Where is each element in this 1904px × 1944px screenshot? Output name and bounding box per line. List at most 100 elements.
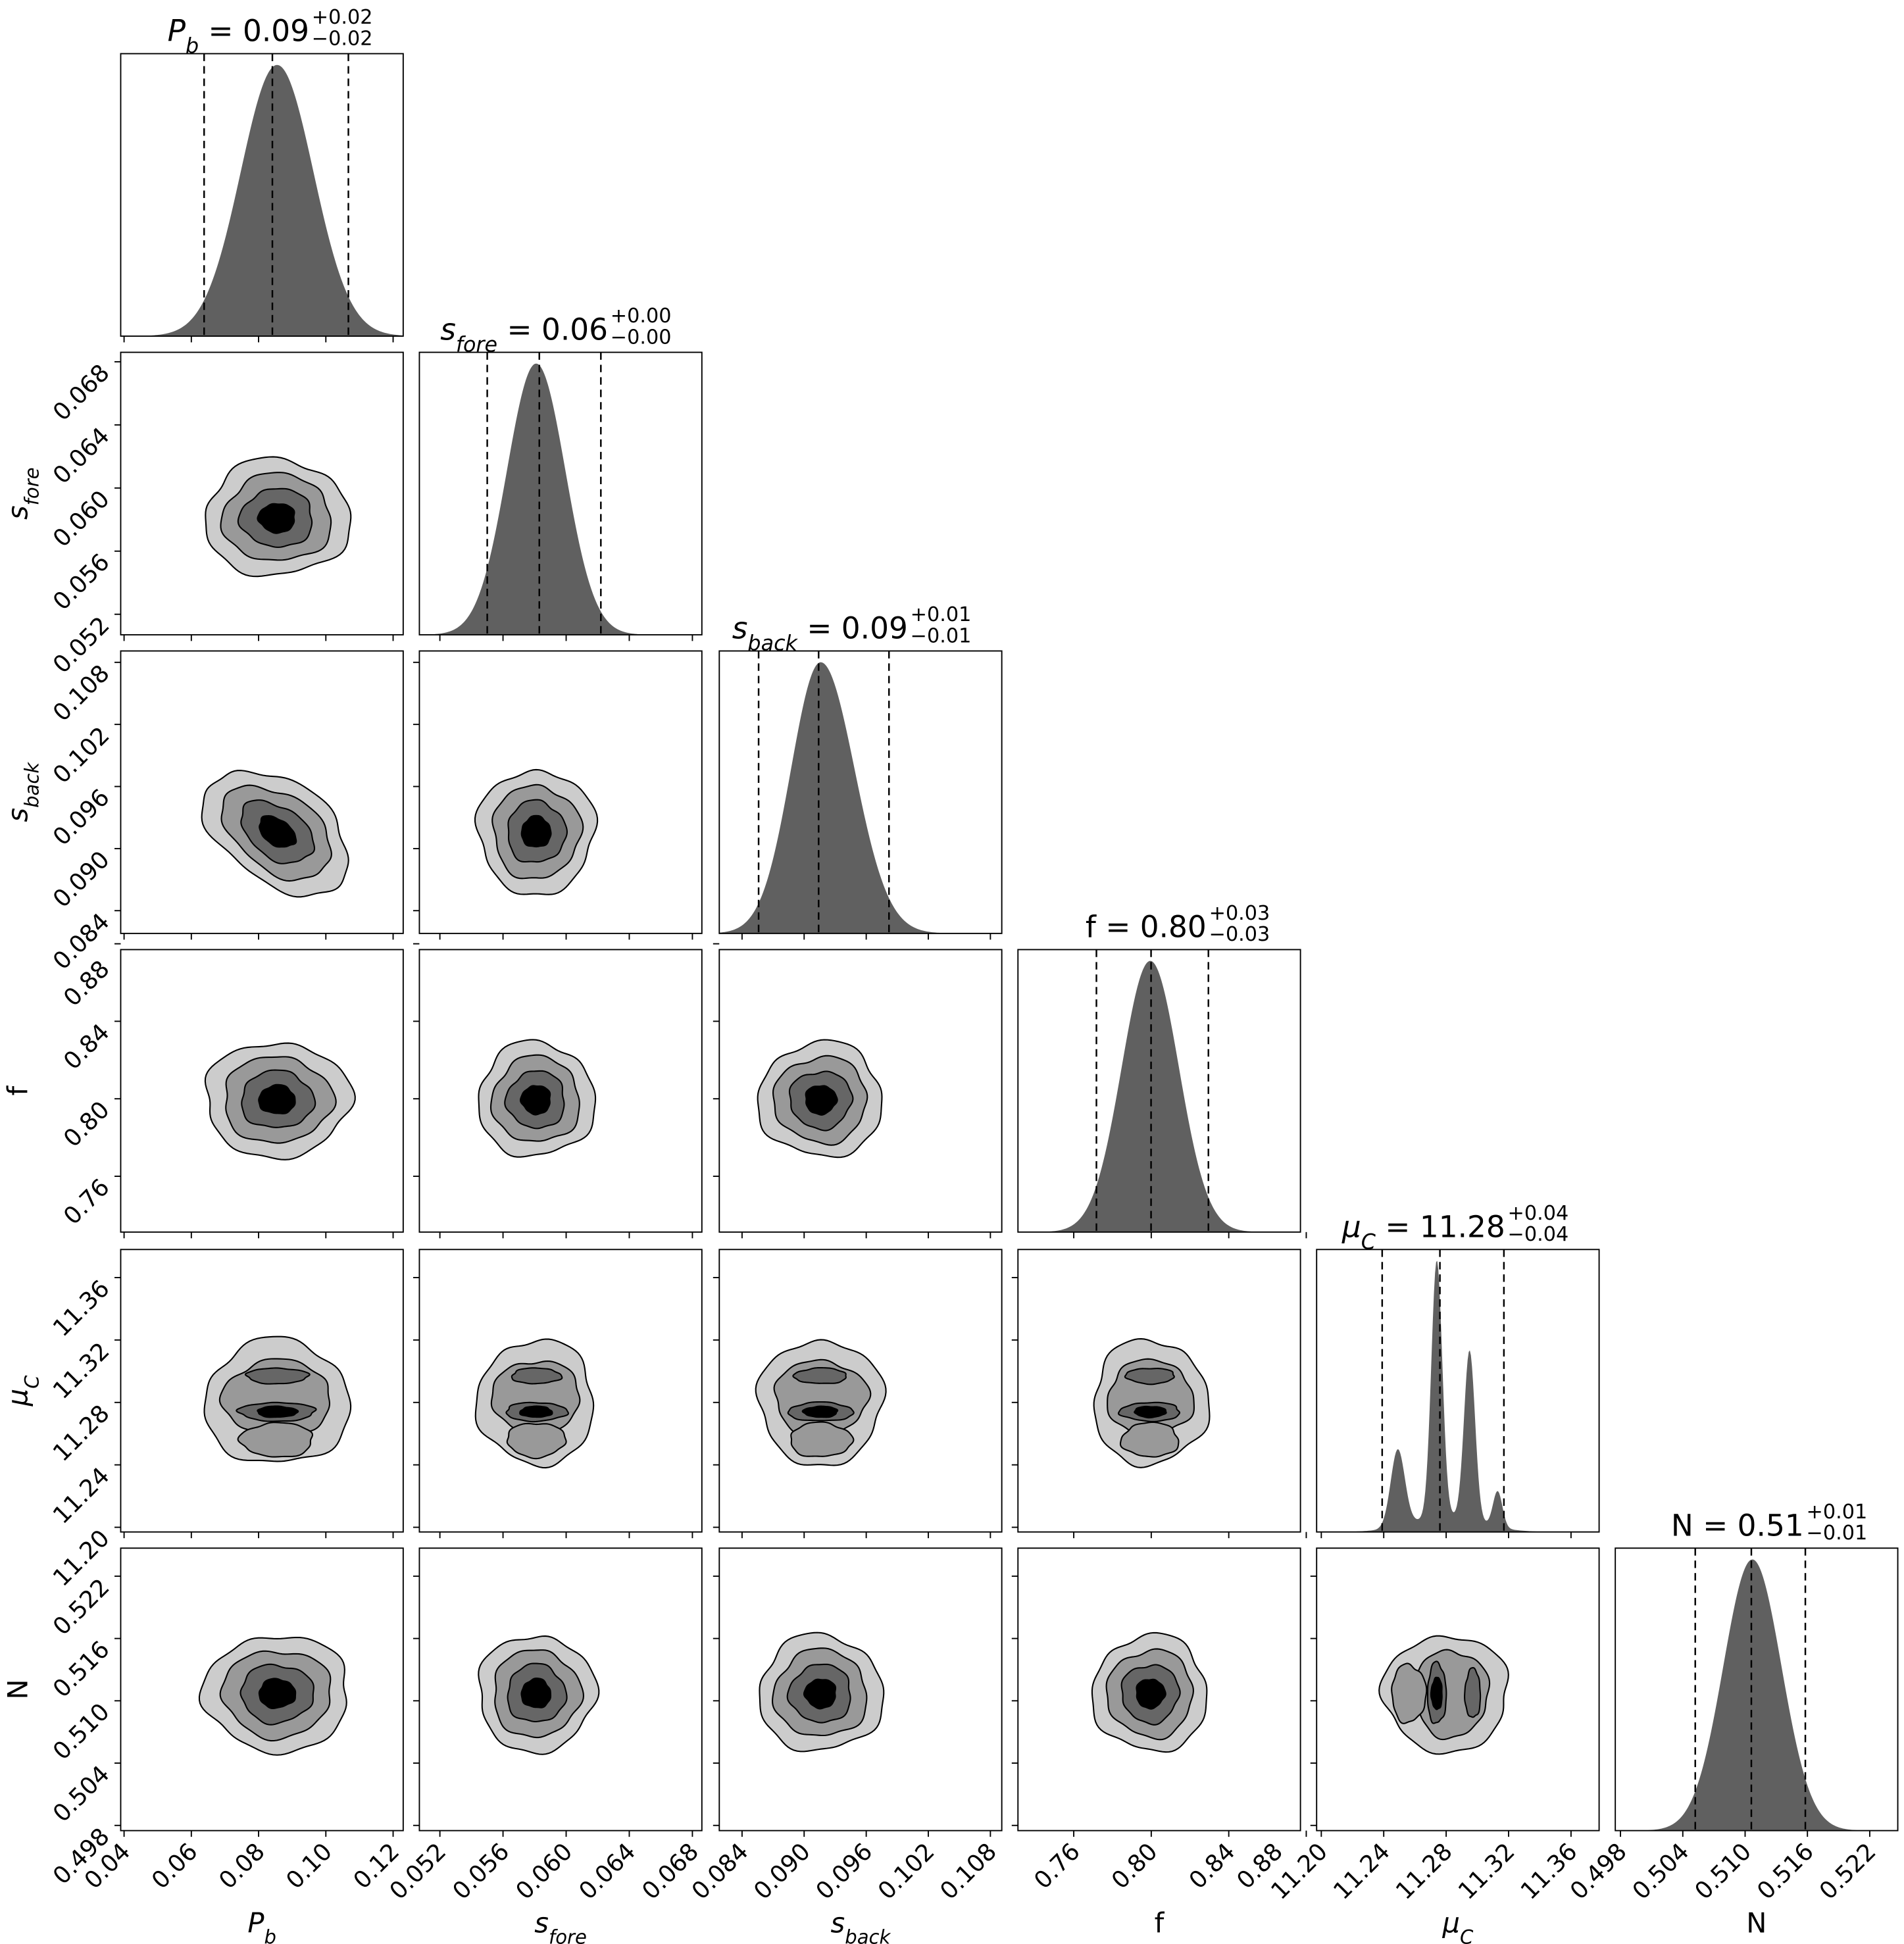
label-main: P bbox=[168, 14, 186, 49]
contour-panel-s_fore-vs-N bbox=[413, 1547, 703, 1837]
y-tick-label: 0.102 bbox=[48, 722, 115, 789]
histogram-panel-N: N = 0.51 +0.01−0.01 bbox=[1615, 1501, 1899, 1837]
axes-frame bbox=[418, 1249, 703, 1533]
axes-frame bbox=[718, 1249, 1003, 1533]
y-tick-label: 0.504 bbox=[48, 1760, 115, 1828]
x-tick-label: 0.522 bbox=[1815, 1838, 1882, 1905]
contour-panel-P_b-vs-f bbox=[114, 943, 404, 1239]
title-mu_C: μC = 11.28 +0.04−0.04 bbox=[1341, 1202, 1568, 1254]
label-main: μ bbox=[2, 1389, 34, 1407]
x-tick-label: 0.80 bbox=[1107, 1838, 1163, 1895]
histogram-area bbox=[1316, 1260, 1599, 1532]
x-axis-label-f: f bbox=[1155, 1907, 1165, 1939]
y-tick-label: 0.516 bbox=[48, 1636, 115, 1703]
x-tick-label: 0.096 bbox=[811, 1838, 878, 1905]
contour-level-1 bbox=[237, 1422, 314, 1458]
axes-frame bbox=[718, 650, 1003, 934]
y-axis-label-mu_C: μC bbox=[2, 1375, 43, 1407]
x-tick-label: 11.24 bbox=[1328, 1838, 1395, 1905]
label-sub: C bbox=[1460, 1926, 1474, 1944]
contour-level-3 bbox=[519, 1405, 553, 1418]
label-sub: back bbox=[845, 1926, 891, 1944]
title-minus: −0.01 bbox=[1807, 1522, 1868, 1545]
x-axis-label-N: N bbox=[1746, 1907, 1766, 1939]
label-main: μ bbox=[1341, 1209, 1361, 1244]
title-plus: +0.03 bbox=[1209, 902, 1270, 925]
contour-level-1 bbox=[1391, 1662, 1428, 1724]
axes-frame bbox=[1017, 1547, 1301, 1832]
y-axis-label-s_back: sback bbox=[2, 762, 43, 822]
label-main: f bbox=[1086, 910, 1097, 945]
histogram-area bbox=[419, 363, 702, 635]
y-tick-label: 11.32 bbox=[48, 1337, 115, 1405]
contour-panel-s_back-vs-f bbox=[713, 943, 1003, 1239]
x-tick-label: 0.060 bbox=[511, 1838, 578, 1905]
y-tick-label: 0.090 bbox=[48, 846, 115, 913]
axes-frame bbox=[120, 1249, 404, 1533]
axes-frame bbox=[1615, 1547, 1899, 1832]
label-main: s bbox=[732, 611, 748, 646]
contour-panel-P_b-vs-s_fore bbox=[114, 351, 404, 641]
label-sub: fore bbox=[456, 334, 497, 357]
title-plus: +0.01 bbox=[1807, 1501, 1868, 1524]
svg-text:N = 0.51: N = 0.51 bbox=[1671, 1508, 1804, 1543]
label-sub: fore bbox=[549, 1926, 587, 1944]
contour-level-1 bbox=[790, 1421, 855, 1457]
contour-panel-s_fore-vs-s_back bbox=[413, 650, 703, 940]
label-main: f bbox=[2, 1085, 34, 1095]
x-tick-label: 0.516 bbox=[1752, 1838, 1819, 1905]
contour-panel-P_b-vs-s_back bbox=[114, 650, 404, 940]
x-tick-label: 0.068 bbox=[637, 1838, 704, 1905]
label-main: s bbox=[831, 1907, 845, 1939]
label-sub: C bbox=[1361, 1230, 1376, 1254]
x-tick-label: 0.504 bbox=[1628, 1838, 1695, 1905]
x-tick-label: 0.084 bbox=[687, 1838, 754, 1905]
contour-level-3 bbox=[258, 1678, 297, 1710]
axes-frame bbox=[1316, 1547, 1600, 1832]
title-value: = 0.09 bbox=[199, 14, 309, 49]
contour-level-2 bbox=[792, 1366, 847, 1384]
histogram-panel-P_b: Pb = 0.09 +0.02−0.02 bbox=[120, 6, 404, 343]
y-axis-label-f: f bbox=[2, 1085, 34, 1095]
contour-panel-s_fore-vs-mu_C bbox=[413, 1249, 703, 1539]
histogram-panel-s_back: sback = 0.09 +0.01−0.01 bbox=[718, 603, 1003, 940]
y-tick-label: 11.20 bbox=[48, 1525, 115, 1592]
contour-level-3 bbox=[801, 1405, 839, 1418]
y-tick-label: 0.80 bbox=[59, 1097, 115, 1153]
contour-level-1 bbox=[1119, 1421, 1180, 1458]
contour-panel-s_fore-vs-f bbox=[413, 943, 703, 1239]
svg-text:μC = 11.28: μC = 11.28 bbox=[1341, 1209, 1505, 1254]
contour-level-2 bbox=[511, 1367, 563, 1385]
y-tick-label: 0.522 bbox=[48, 1574, 115, 1641]
y-tick-label: 0.510 bbox=[48, 1699, 115, 1766]
contour-panel-f-vs-N bbox=[1011, 1547, 1307, 1837]
label-main: μ bbox=[1441, 1907, 1459, 1939]
x-tick-label: 0.090 bbox=[749, 1838, 816, 1905]
axes-frame bbox=[718, 949, 1003, 1233]
label-sub: C bbox=[21, 1375, 43, 1389]
axes-frame bbox=[418, 351, 703, 636]
label-sub: back bbox=[747, 632, 798, 656]
title-value: = 0.06 bbox=[497, 312, 608, 347]
axes-frame bbox=[1017, 949, 1301, 1233]
x-tick-label: 0.510 bbox=[1690, 1838, 1757, 1905]
axes-frame bbox=[120, 1547, 404, 1832]
contour-level-2 bbox=[1124, 1368, 1175, 1385]
title-value: = 0.51 bbox=[1693, 1508, 1804, 1543]
histogram-area bbox=[1615, 1559, 1898, 1831]
x-tick-label: 11.36 bbox=[1516, 1838, 1583, 1905]
axes-frame bbox=[120, 351, 404, 636]
y-tick-label: 0.056 bbox=[48, 549, 115, 616]
axes-frame bbox=[120, 949, 404, 1233]
x-tick-label: 0.056 bbox=[448, 1838, 515, 1905]
x-tick-label: 0.498 bbox=[1565, 1838, 1632, 1905]
y-tick-label: 0.84 bbox=[59, 1019, 115, 1076]
title-plus: +0.02 bbox=[312, 6, 373, 29]
histogram-panel-mu_C: μC = 11.28 +0.04−0.04 bbox=[1316, 1202, 1600, 1539]
contour-level-2 bbox=[244, 1367, 311, 1385]
label-main: s bbox=[2, 808, 34, 822]
svg-text:f = 0.80: f = 0.80 bbox=[1086, 910, 1207, 945]
title-P_b: Pb = 0.09 +0.02−0.02 bbox=[168, 6, 373, 58]
x-tick-label: 0.064 bbox=[574, 1838, 641, 1905]
x-axis-label-mu_C: μC bbox=[1441, 1907, 1473, 1944]
